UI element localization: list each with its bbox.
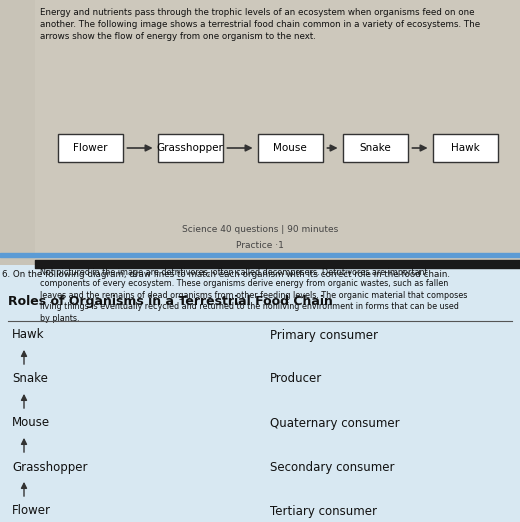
Text: Not pictured in the image are detritivores, often called decomposers. Detritivor: Not pictured in the image are detritivor… [40, 268, 467, 323]
Text: Mouse: Mouse [273, 143, 307, 153]
Bar [158, 134, 223, 162]
Text: Grasshopper: Grasshopper [157, 143, 224, 153]
Text: Quaternary consumer: Quaternary consumer [270, 417, 400, 430]
Text: Flower: Flower [73, 143, 107, 153]
Text: Science 40 questions | 90 minutes: Science 40 questions | 90 minutes [182, 226, 338, 234]
Bar [0, 265, 520, 522]
Text: Snake: Snake [359, 143, 391, 153]
Bar [257, 134, 322, 162]
Text: Producer: Producer [270, 373, 322, 386]
Text: Tertiary consumer: Tertiary consumer [270, 504, 377, 517]
Text: Flower: Flower [12, 504, 51, 517]
Text: Mouse: Mouse [12, 417, 50, 430]
Text: Secondary consumer: Secondary consumer [270, 460, 395, 473]
Text: Grasshopper: Grasshopper [12, 460, 87, 473]
Bar [0, 0, 520, 265]
Text: Roles of Organisms in a Terrestrial Food Chain: Roles of Organisms in a Terrestrial Food… [8, 295, 333, 308]
Bar [0, 0, 35, 265]
Bar [343, 134, 408, 162]
Text: Practice ·1: Practice ·1 [236, 242, 284, 251]
Text: Hawk: Hawk [12, 328, 45, 341]
Bar [433, 134, 498, 162]
Text: Snake: Snake [12, 373, 48, 386]
Bar [58, 134, 123, 162]
Text: Hawk: Hawk [451, 143, 479, 153]
Text: Primary consumer: Primary consumer [270, 328, 378, 341]
Text: Energy and nutrients pass through the trophic levels of an ecosystem when organi: Energy and nutrients pass through the tr… [40, 8, 480, 41]
Text: 6. On the following diagram, draw lines to match each organism with its correct : 6. On the following diagram, draw lines … [2, 270, 450, 279]
